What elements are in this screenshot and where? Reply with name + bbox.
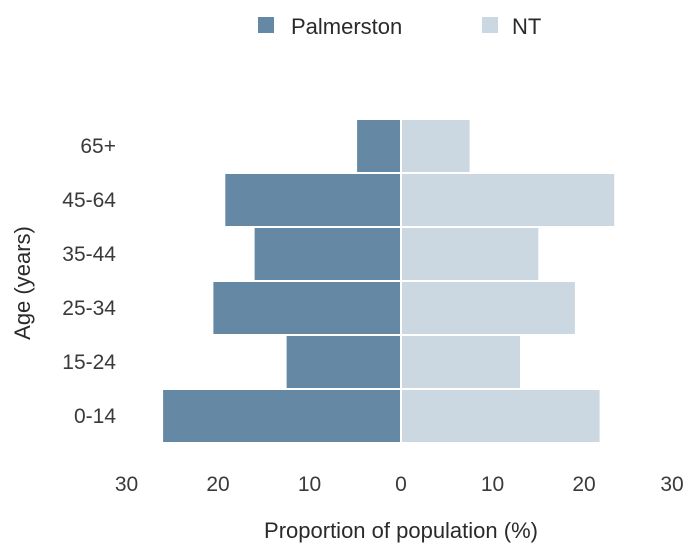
x-tick-label: 10 — [298, 473, 321, 496]
legend-label-palmerston: Palmerston — [291, 14, 402, 39]
x-tick-label: 30 — [660, 473, 683, 496]
x-tick-label: 0 — [395, 473, 407, 496]
bar-nt-15-24 — [401, 336, 520, 388]
bar-nt-0-14 — [401, 390, 600, 442]
x-tick-label: 10 — [481, 473, 504, 496]
bar-nt-35-44 — [401, 228, 539, 280]
x-tick-label: 20 — [572, 473, 595, 496]
bar-nt-45-64 — [401, 174, 615, 226]
bar-palmerston-0-14 — [163, 390, 401, 442]
legend-label-nt: NT — [512, 14, 541, 39]
y-tick-label: 65+ — [80, 135, 116, 158]
y-tick-label: 0-14 — [74, 405, 116, 428]
bar-palmerston-35-44 — [254, 228, 401, 280]
x-tick-labels: 30 20 10 0 10 20 30 — [115, 473, 684, 496]
x-tick-label: 30 — [115, 473, 138, 496]
bar-nt-25-34 — [401, 282, 575, 334]
legend-swatch-nt — [482, 17, 498, 33]
y-axis-title: Age (years) — [10, 226, 35, 340]
y-tick-label: 25-34 — [62, 297, 116, 320]
legend: Palmerston NT — [258, 14, 541, 39]
bar-nt-65+ — [401, 120, 470, 172]
bars-layer — [163, 120, 615, 442]
y-tick-labels: 0-14 15-24 25-34 35-44 45-64 65+ — [62, 135, 116, 428]
y-tick-label: 15-24 — [62, 351, 116, 374]
bar-palmerston-65+ — [357, 120, 401, 172]
bar-palmerston-45-64 — [225, 174, 401, 226]
x-tick-label: 20 — [206, 473, 229, 496]
bar-palmerston-15-24 — [286, 336, 401, 388]
y-tick-label: 45-64 — [62, 189, 116, 212]
legend-swatch-palmerston — [258, 17, 274, 33]
x-axis-title: Proportion of population (%) — [264, 518, 538, 543]
bar-palmerston-25-34 — [213, 282, 401, 334]
y-tick-label: 35-44 — [62, 243, 116, 266]
